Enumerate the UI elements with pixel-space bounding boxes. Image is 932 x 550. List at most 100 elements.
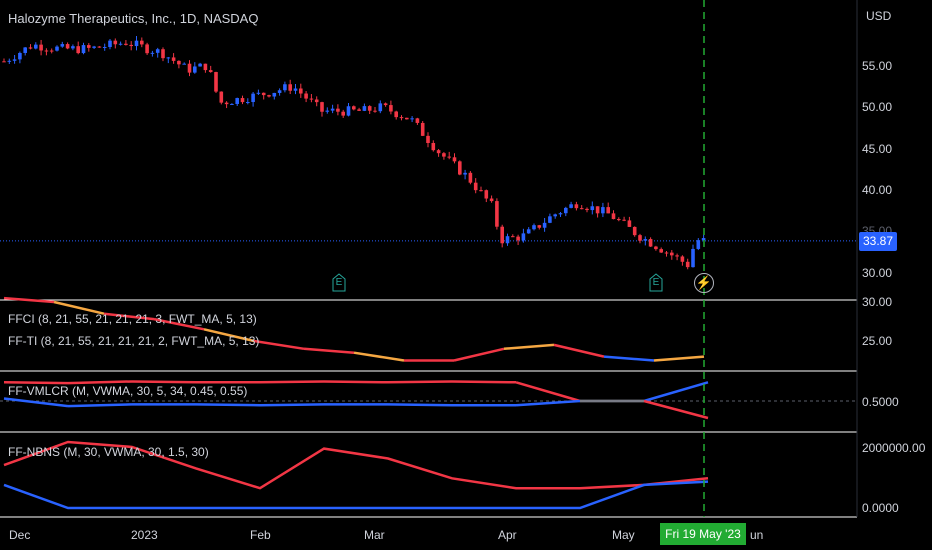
vmlcr-line-segment <box>323 380 389 384</box>
candle-body <box>436 150 441 154</box>
ffci-line-segment <box>553 343 605 358</box>
time-tick: Apr <box>498 528 517 542</box>
candle-body <box>532 225 536 230</box>
candle-body <box>39 44 43 51</box>
candle-body <box>632 226 637 236</box>
candle-body <box>325 110 330 112</box>
candle-body <box>659 249 663 253</box>
candle-body <box>680 256 685 262</box>
candle-body <box>383 103 388 106</box>
earnings-event-marker[interactable]: E <box>332 273 346 292</box>
vmlcr-axis-tick: 0.5000 <box>862 395 899 409</box>
candle-body <box>542 222 547 228</box>
ffti-legend[interactable]: FF-TI (8, 21, 55, 21, 21, 21, 2, FWT_MA,… <box>8 334 260 348</box>
candle-body <box>208 70 213 73</box>
candle-body <box>558 213 563 215</box>
ffci-legend[interactable]: FFCI (8, 21, 55, 21, 21, 21, 3, FWT_MA, … <box>8 312 257 326</box>
ffci-line-segment <box>453 347 505 362</box>
candle-body <box>219 91 224 103</box>
candle-body <box>87 45 91 48</box>
crosshair-date-tag: Fri 19 May '23 <box>660 523 746 545</box>
vmlcr-legend[interactable]: FF-VMLCR (M, VWMA, 30, 5, 34, 0.45, 0.55… <box>8 384 248 398</box>
nbns-axis-bottom: 0.0000 <box>862 501 899 515</box>
candle-body <box>495 201 499 227</box>
price-tick: 40.00 <box>862 183 893 197</box>
candle-body <box>579 208 584 210</box>
candle-body <box>627 220 632 227</box>
nbns-legend[interactable]: FF-NBNS (M, 30, VWMA, 30, 1.5, 30) <box>8 445 209 459</box>
candle-body <box>214 72 218 92</box>
candle-body <box>277 90 282 93</box>
candle-body <box>293 88 298 91</box>
earnings-flag-icon <box>332 273 346 292</box>
candle-body <box>240 98 245 103</box>
candle-body <box>246 102 250 104</box>
candle-body <box>378 103 383 112</box>
candle-body <box>622 219 626 221</box>
vmlcr-line-segment <box>195 403 261 407</box>
candle-body <box>28 47 33 49</box>
candle-body <box>18 52 22 60</box>
candle-body <box>473 182 478 191</box>
candle-body <box>654 246 658 250</box>
candle-body <box>2 61 6 63</box>
candle-body <box>150 52 155 54</box>
candle-body <box>283 84 287 91</box>
candle-body <box>182 63 186 65</box>
candle-body <box>198 63 202 67</box>
candle-body <box>309 98 314 100</box>
candle-body <box>585 208 589 211</box>
candle-body <box>521 233 526 241</box>
candle-body <box>537 225 542 228</box>
earnings-event-marker[interactable]: E <box>649 273 663 292</box>
candle-body <box>320 102 324 112</box>
candle-body <box>55 46 59 51</box>
vmlcr-line-segment <box>67 403 133 408</box>
time-tick: May <box>612 528 635 542</box>
candle-body <box>399 117 404 119</box>
candle-body <box>394 111 398 118</box>
candle-body <box>373 110 377 112</box>
price-tick: 30.00 <box>862 266 893 280</box>
candle-body <box>415 118 420 123</box>
candle-body <box>299 88 303 94</box>
ffci-line-segment <box>303 347 355 354</box>
candle-body <box>81 45 86 54</box>
candle-body <box>685 261 690 268</box>
candle-body <box>166 57 171 59</box>
price-tick: 50.00 <box>862 100 893 114</box>
candle-body <box>511 236 515 238</box>
candle-body <box>251 93 255 103</box>
candle-body <box>129 44 133 47</box>
candle-body <box>595 206 600 214</box>
earnings-flag-icon <box>649 273 663 292</box>
candle-body <box>484 190 489 199</box>
candle-body <box>341 111 345 116</box>
candle-body <box>346 106 351 116</box>
candle-body <box>569 204 573 208</box>
vmlcr-line-segment <box>515 399 581 407</box>
candle-body <box>548 216 552 223</box>
candle-body <box>267 95 271 97</box>
candle-body <box>71 46 75 49</box>
ffci-axis-tick: 25.00 <box>862 334 893 348</box>
candle-body <box>638 235 642 241</box>
ffci-line-segment <box>603 355 655 362</box>
candle-body <box>601 207 605 214</box>
candle-body <box>304 93 308 99</box>
candle-body <box>118 43 123 45</box>
candle-body <box>410 118 414 120</box>
candle-body <box>145 44 149 54</box>
candle-body <box>670 252 674 256</box>
bolt-icon[interactable]: ⚡ <box>694 273 714 293</box>
candle-body <box>23 47 27 53</box>
time-tick: Mar <box>364 528 385 542</box>
ffci-line-segment <box>653 355 705 362</box>
candle-body <box>389 105 393 112</box>
candle-body <box>7 60 12 62</box>
candle-body <box>574 204 579 209</box>
candle-body <box>49 50 54 52</box>
candle-body <box>230 103 234 105</box>
